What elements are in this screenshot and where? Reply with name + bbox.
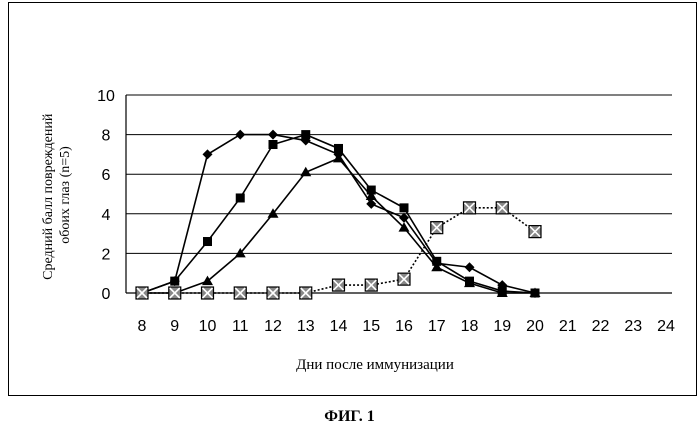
figure-caption: ФИГ. 1	[0, 408, 699, 426]
data-point-x-square	[496, 202, 508, 214]
y-tick-label: 10	[97, 88, 115, 105]
x-tick-label: 19	[493, 318, 511, 335]
y-tick-label: 4	[102, 207, 111, 224]
data-point-triangle	[300, 167, 311, 177]
y-tick-label: 2	[102, 246, 111, 263]
data-point-x-square	[267, 287, 279, 299]
grid-layer	[126, 95, 672, 253]
data-point-x-square	[136, 287, 148, 299]
data-point-square	[236, 193, 245, 202]
data-point-x-square	[202, 287, 214, 299]
data-point-square	[334, 144, 343, 153]
axis-layer	[126, 95, 672, 293]
x-tick-label: 20	[526, 318, 544, 335]
x-tick-label: 14	[330, 318, 348, 335]
x-tick-label: 11	[232, 318, 249, 335]
data-point-square	[301, 130, 310, 139]
y-tick-label: 8	[102, 128, 111, 145]
data-point-diamond	[203, 149, 213, 159]
y-axis-title-line-2: обоих глаз (n=5)	[58, 146, 73, 244]
y-tick-label: 0	[102, 286, 111, 303]
x-tick-label: 8	[138, 318, 147, 335]
tick-label-layer: 024681089101112131415161718192021222324	[97, 88, 675, 335]
x-tick-label: 13	[297, 318, 315, 335]
x-tick-label: 23	[624, 318, 642, 335]
x-tick-label: 18	[461, 318, 479, 335]
x-tick-label: 21	[559, 318, 577, 335]
x-tick-label: 12	[264, 318, 282, 335]
x-tick-label: 10	[199, 318, 217, 335]
data-point-x-square	[300, 287, 312, 299]
data-point-diamond	[235, 130, 245, 140]
data-point-x-square	[529, 226, 541, 238]
data-point-x-square	[464, 202, 476, 214]
data-point-square	[170, 277, 179, 286]
data-point-x-square	[365, 279, 377, 291]
data-point-x-square	[234, 287, 246, 299]
x-tick-label: 9	[170, 318, 179, 335]
data-point-diamond	[268, 130, 278, 140]
data-point-x-square	[169, 287, 181, 299]
x-tick-label: 15	[362, 318, 380, 335]
chart-svg: 024681089101112131415161718192021222324 …	[0, 0, 699, 400]
y-axis-title-line-1: Средний балл повреждений	[41, 113, 56, 280]
data-point-square	[400, 203, 409, 212]
data-point-square	[269, 140, 278, 149]
x-tick-label: 17	[428, 318, 446, 335]
x-tick-label: 24	[657, 318, 675, 335]
data-point-square	[203, 237, 212, 246]
data-point-diamond	[465, 262, 475, 272]
x-tick-label: 22	[592, 318, 610, 335]
y-tick-label: 6	[102, 167, 111, 184]
x-tick-label: 16	[395, 318, 413, 335]
y-axis-title: Средний балл повреждений обоих глаз (n=5…	[41, 110, 73, 280]
data-point-x-square	[333, 279, 345, 291]
data-point-x-square	[431, 222, 443, 234]
x-axis-title: Дни после иммунизации	[296, 357, 454, 373]
data-point-x-square	[398, 273, 410, 285]
